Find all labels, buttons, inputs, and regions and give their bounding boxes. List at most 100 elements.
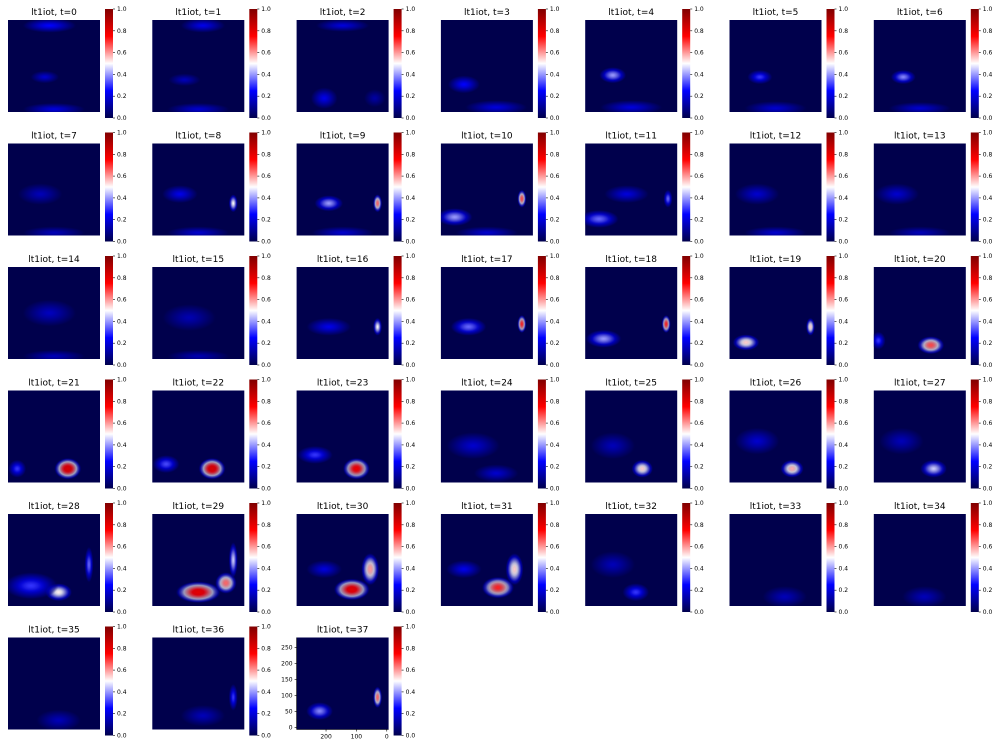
heatmap-background [8, 20, 100, 112]
colorbar-tick-label: 0.6 [261, 544, 271, 551]
heatmap-blob [454, 226, 520, 236]
colorbar-tick-label: 0.6 [839, 420, 849, 427]
panel-title: lt1iot, t=30 [317, 502, 369, 512]
heatmap-cells [161, 184, 238, 236]
colorbar-tick-label: 0.4 [550, 565, 560, 572]
colorbar-tick-label: 0.0 [117, 115, 127, 122]
heatmap-blob [310, 226, 375, 236]
heatmap-blob [873, 183, 920, 206]
colorbar-tick-label: 0.4 [406, 442, 416, 449]
colorbar [970, 503, 979, 612]
colorbar-tick-label: 0.6 [839, 173, 849, 180]
colorbar-tick-label: 1.0 [983, 500, 993, 507]
colorbar-tick-label: 0.8 [550, 275, 560, 282]
heatmap-cells [878, 427, 948, 478]
heatmap-panel: lt1iot, t=34 0.0 0.2 0.4 0.6 0.8 1.0 [873, 500, 993, 616]
colorbar-tick-label: 1.0 [117, 500, 127, 507]
heatmap-blob [445, 560, 483, 579]
colorbar-tick-label: 0.6 [117, 420, 127, 427]
colorbar-tick-label: 0.2 [117, 587, 127, 594]
heatmap-blob [473, 464, 520, 483]
colorbar-tick-label: 0.4 [983, 442, 993, 449]
colorbar-tick-label: 0.2 [117, 93, 127, 100]
colorbar-tick-label: 0.0 [550, 362, 560, 369]
heatmap-blob [447, 75, 481, 94]
heatmap-blob [589, 431, 636, 460]
heatmap-panel: lt1iot, t=25 0.0 0.2 0.4 0.6 0.8 1.0 [585, 377, 704, 493]
heatmap-panel: lt1iot, t=2 0.0 0.2 0.4 0.6 0.8 1.0 [296, 6, 415, 122]
panel-title: lt1iot, t=12 [750, 132, 802, 142]
colorbar-tick-label: 1.0 [550, 6, 560, 13]
heatmap-panel: lt1iot, t=1 0.0 0.2 0.4 0.6 0.8 1.0 [152, 6, 271, 122]
panel-title: lt1iot, t=26 [750, 379, 802, 389]
colorbar-tick-label: 0.0 [117, 239, 127, 246]
panel-title: lt1iot, t=37 [317, 626, 369, 636]
colorbar-tick-label: 0.6 [406, 667, 416, 674]
heatmap-panel: lt1iot, t=14 0.0 0.2 0.4 0.6 0.8 1.0 [8, 253, 127, 369]
colorbar-tick-label: 0.2 [261, 587, 271, 594]
panel-title: lt1iot, t=28 [28, 502, 80, 512]
heatmap-panel: lt1iot, t=15 0.0 0.2 0.4 0.6 0.8 1.0 [152, 253, 271, 369]
colorbar [105, 256, 113, 365]
panel-title: lt1iot, t=19 [750, 255, 802, 265]
colorbar-tick-label: 0.2 [117, 217, 127, 224]
colorbar-tick-label: 1.0 [550, 500, 560, 507]
colorbar-tick-label: 0.0 [406, 609, 416, 616]
panel-title: lt1iot, t=18 [605, 255, 657, 265]
heatmap-panel: lt1iot, t=4 0.0 0.2 0.4 0.6 0.8 1.0 [585, 6, 704, 122]
colorbar [682, 132, 691, 242]
colorbar [537, 379, 546, 489]
heatmap-panel: lt1iot, t=27 0.0 0.2 0.4 0.6 0.8 1.0 [873, 377, 993, 493]
y-tick-label: 200 [281, 661, 293, 668]
panel-title: lt1iot, t=35 [28, 626, 80, 636]
panel-title: lt1iot, t=7 [31, 132, 77, 142]
colorbar [105, 132, 113, 242]
heatmap-blob [517, 189, 527, 208]
colorbar-tick-label: 0.8 [694, 522, 704, 529]
colorbar-tick-label: 0.6 [839, 297, 849, 304]
colorbar [249, 626, 258, 736]
colorbar-tick-label: 0.8 [117, 398, 127, 405]
colorbar-tick-label: 0.4 [983, 318, 993, 325]
heatmap-panel: lt1iot, t=12 0.0 0.2 0.4 0.6 0.8 1.0 [729, 130, 849, 246]
heatmap-blob [305, 560, 343, 579]
colorbar [105, 9, 113, 118]
colorbar [105, 379, 113, 489]
heatmap-panel: lt1iot, t=17 0.0 0.2 0.4 0.6 0.8 1.0 [440, 253, 560, 369]
panel-title: lt1iot, t=3 [464, 8, 510, 18]
colorbar-tick-label: 1.0 [117, 624, 127, 631]
colorbar-tick-label: 0.8 [550, 151, 560, 158]
panel-title: lt1iot, t=21 [28, 379, 80, 389]
heatmap-cells [887, 69, 952, 112]
colorbar-tick-label: 0.6 [694, 173, 704, 180]
colorbar-tick-label: 0.6 [261, 50, 271, 57]
heatmap-blob [746, 69, 773, 85]
colorbar-tick-label: 1.0 [694, 253, 704, 260]
panel-title: lt1iot, t=10 [461, 132, 513, 142]
heatmap-blob [161, 303, 217, 332]
colorbar-tick-label: 0.8 [261, 28, 271, 35]
colorbar-tick-label: 0.2 [694, 464, 704, 471]
panel-title: lt1iot, t=31 [461, 502, 513, 512]
colorbar-tick-label: 0.8 [261, 151, 271, 158]
colorbar-tick-label: 0.2 [839, 93, 849, 100]
colorbar-tick-label: 1.0 [839, 500, 849, 507]
x-tick-label: 100 [351, 734, 363, 741]
heatmap-blob [8, 459, 27, 478]
colorbar-tick-label: 1.0 [839, 130, 849, 137]
colorbar-tick-label: 0.4 [983, 71, 993, 78]
panel-title: lt1iot, t=36 [173, 626, 225, 636]
heatmap-cells [310, 194, 383, 236]
colorbar-tick-label: 0.8 [406, 275, 416, 282]
colorbar [105, 626, 113, 736]
colorbar-tick-label: 0.6 [839, 50, 849, 57]
heatmap-blob [663, 189, 673, 208]
colorbar-tick-label: 0.4 [550, 318, 560, 325]
colorbar-tick-label: 0.6 [550, 544, 560, 551]
colorbar-tick-label: 0.4 [406, 318, 416, 325]
heatmap-blob [661, 314, 671, 334]
heatmap-blob [445, 431, 501, 460]
colorbar-tick-label: 0.0 [694, 609, 704, 616]
colorbar-tick-label: 0.6 [117, 173, 127, 180]
colorbar [826, 132, 835, 242]
